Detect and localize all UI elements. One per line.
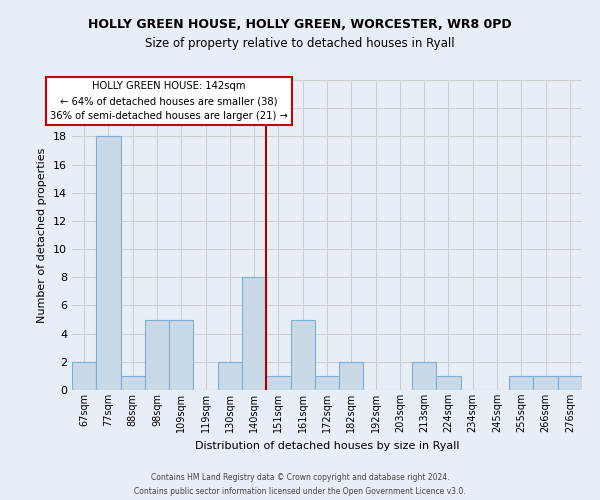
X-axis label: Distribution of detached houses by size in Ryall: Distribution of detached houses by size …	[195, 440, 459, 450]
Bar	[242, 278, 266, 390]
Bar	[436, 376, 461, 390]
Bar	[339, 362, 364, 390]
Bar	[96, 136, 121, 390]
Bar	[72, 362, 96, 390]
Bar	[533, 376, 558, 390]
Bar	[169, 320, 193, 390]
Bar	[315, 376, 339, 390]
Bar	[121, 376, 145, 390]
Text: HOLLY GREEN HOUSE: 142sqm
← 64% of detached houses are smaller (38)
36% of semi-: HOLLY GREEN HOUSE: 142sqm ← 64% of detac…	[50, 82, 288, 121]
Bar	[558, 376, 582, 390]
Bar	[218, 362, 242, 390]
Text: Size of property relative to detached houses in Ryall: Size of property relative to detached ho…	[145, 38, 455, 51]
Bar	[412, 362, 436, 390]
Bar	[266, 376, 290, 390]
Bar	[145, 320, 169, 390]
Text: Contains HM Land Registry data © Crown copyright and database right 2024.: Contains HM Land Registry data © Crown c…	[151, 473, 449, 482]
Text: HOLLY GREEN HOUSE, HOLLY GREEN, WORCESTER, WR8 0PD: HOLLY GREEN HOUSE, HOLLY GREEN, WORCESTE…	[88, 18, 512, 30]
Text: Contains public sector information licensed under the Open Government Licence v3: Contains public sector information licen…	[134, 486, 466, 496]
Bar	[509, 376, 533, 390]
Y-axis label: Number of detached properties: Number of detached properties	[37, 148, 47, 322]
Bar	[290, 320, 315, 390]
